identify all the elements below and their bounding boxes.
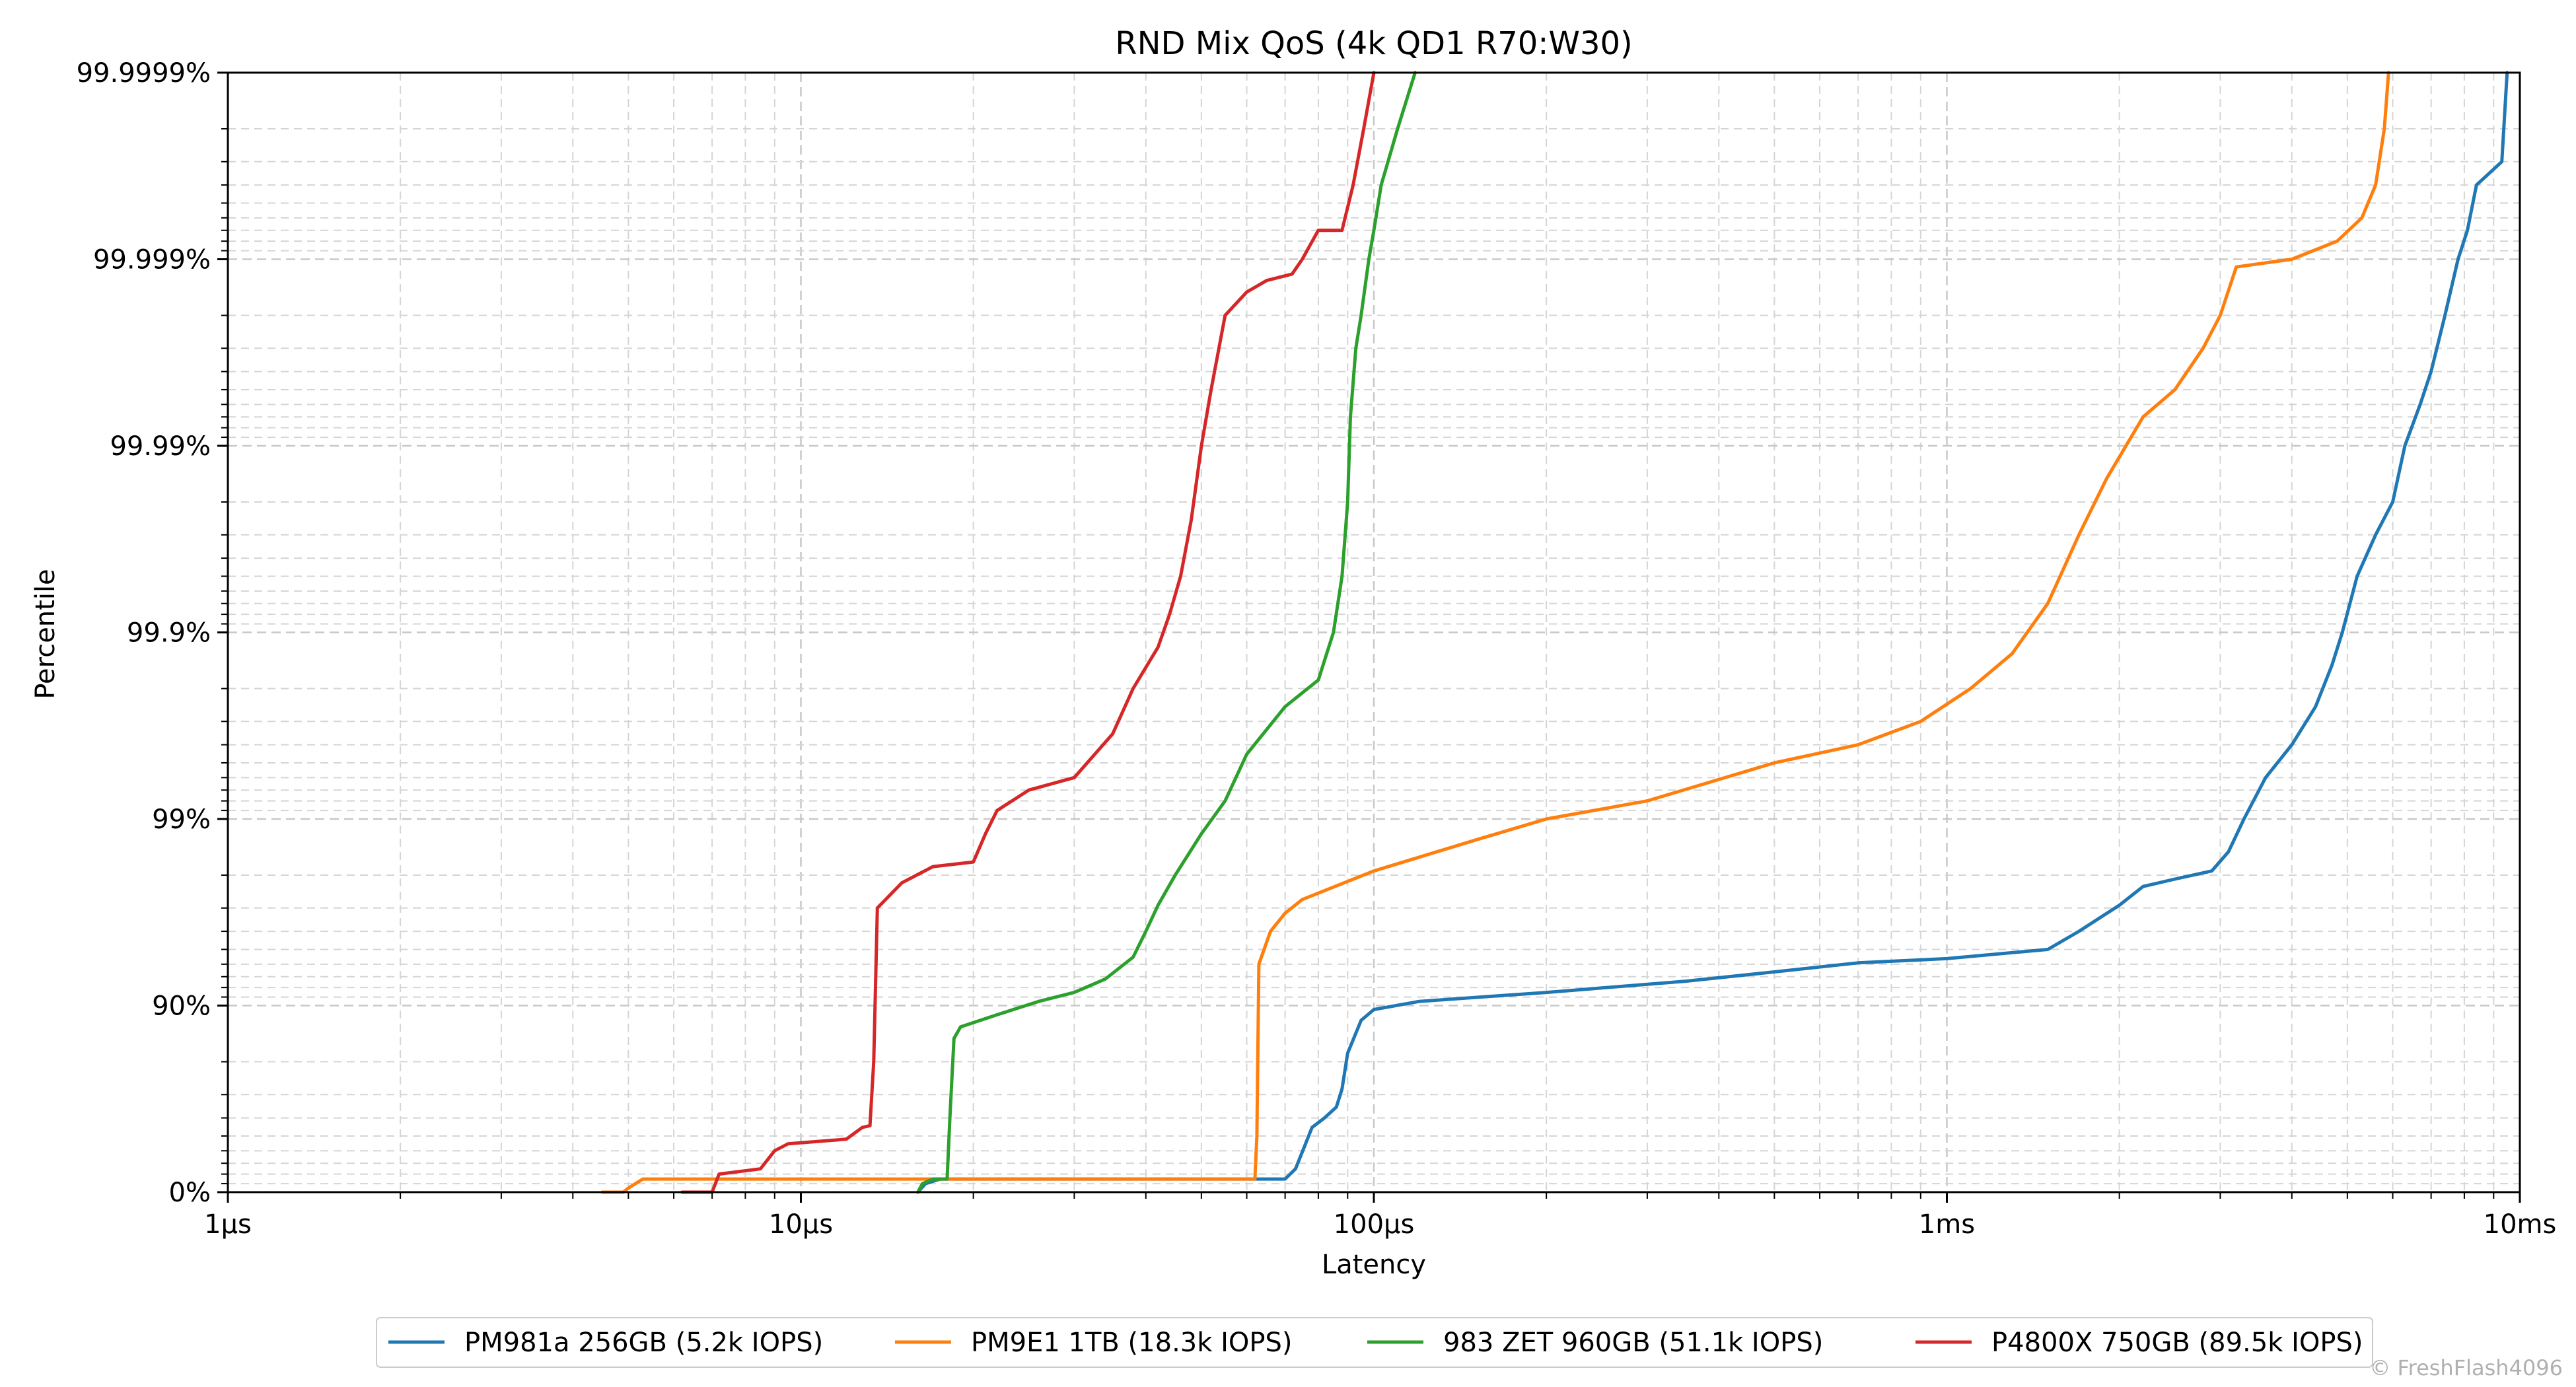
- credit-text: © FreshFlash4096: [2369, 1355, 2563, 1380]
- y-tick-label: 90%: [152, 991, 211, 1022]
- chart-title: RND Mix QoS (4k QD1 R70:W30): [1115, 25, 1633, 62]
- series-line-1: [916, 71, 2509, 1194]
- legend: PM981a 256GB (5.2k IOPS) PM9E1 1TB (18.3k…: [376, 1317, 2373, 1368]
- legend-item: P4800X 750GB (89.5k IOPS): [1915, 1328, 2363, 1358]
- series-lines: [600, 71, 2509, 1194]
- x-tick-label: 1µs: [204, 1209, 252, 1240]
- y-tick-label: 99.9999%: [77, 58, 211, 89]
- y-tick-label: 99.9%: [127, 618, 211, 649]
- x-tick-label: 1ms: [1919, 1209, 1975, 1240]
- legend-item: 983 ZET 960GB (51.1k IOPS): [1367, 1328, 1823, 1358]
- y-tick-label: 99%: [152, 804, 211, 835]
- legend-label: PM9E1 1TB (18.3k IOPS): [971, 1328, 1293, 1358]
- legend-label: P4800X 750GB (89.5k IOPS): [1991, 1328, 2363, 1358]
- legend-label: PM981a 256GB (5.2k IOPS): [464, 1328, 823, 1358]
- legend-item: PM981a 256GB (5.2k IOPS): [388, 1328, 823, 1358]
- series-line-4: [680, 71, 1376, 1194]
- x-axis-label: Latency: [1322, 1250, 1426, 1280]
- series-line-2: [600, 71, 2390, 1194]
- axis-ticks: 1µs 10µs 100µs 1ms 10ms 0% 90% 99% 99.9% 99.99% 99…: [77, 58, 2557, 1240]
- y-axis-label: Percentile: [30, 569, 61, 699]
- y-tick-label: 99.999%: [93, 245, 211, 275]
- y-tick-label: 0%: [169, 1178, 211, 1208]
- series-line-3: [916, 71, 1417, 1194]
- legend-label: 983 ZET 960GB (51.1k IOPS): [1443, 1328, 1823, 1358]
- y-tick-label: 99.99%: [110, 431, 211, 462]
- x-tick-label: 10µs: [769, 1209, 833, 1240]
- legend-item: PM9E1 1TB (18.3k IOPS): [895, 1328, 1293, 1358]
- x-tick-label: 100µs: [1334, 1209, 1415, 1240]
- x-tick-label: 10ms: [2484, 1209, 2557, 1240]
